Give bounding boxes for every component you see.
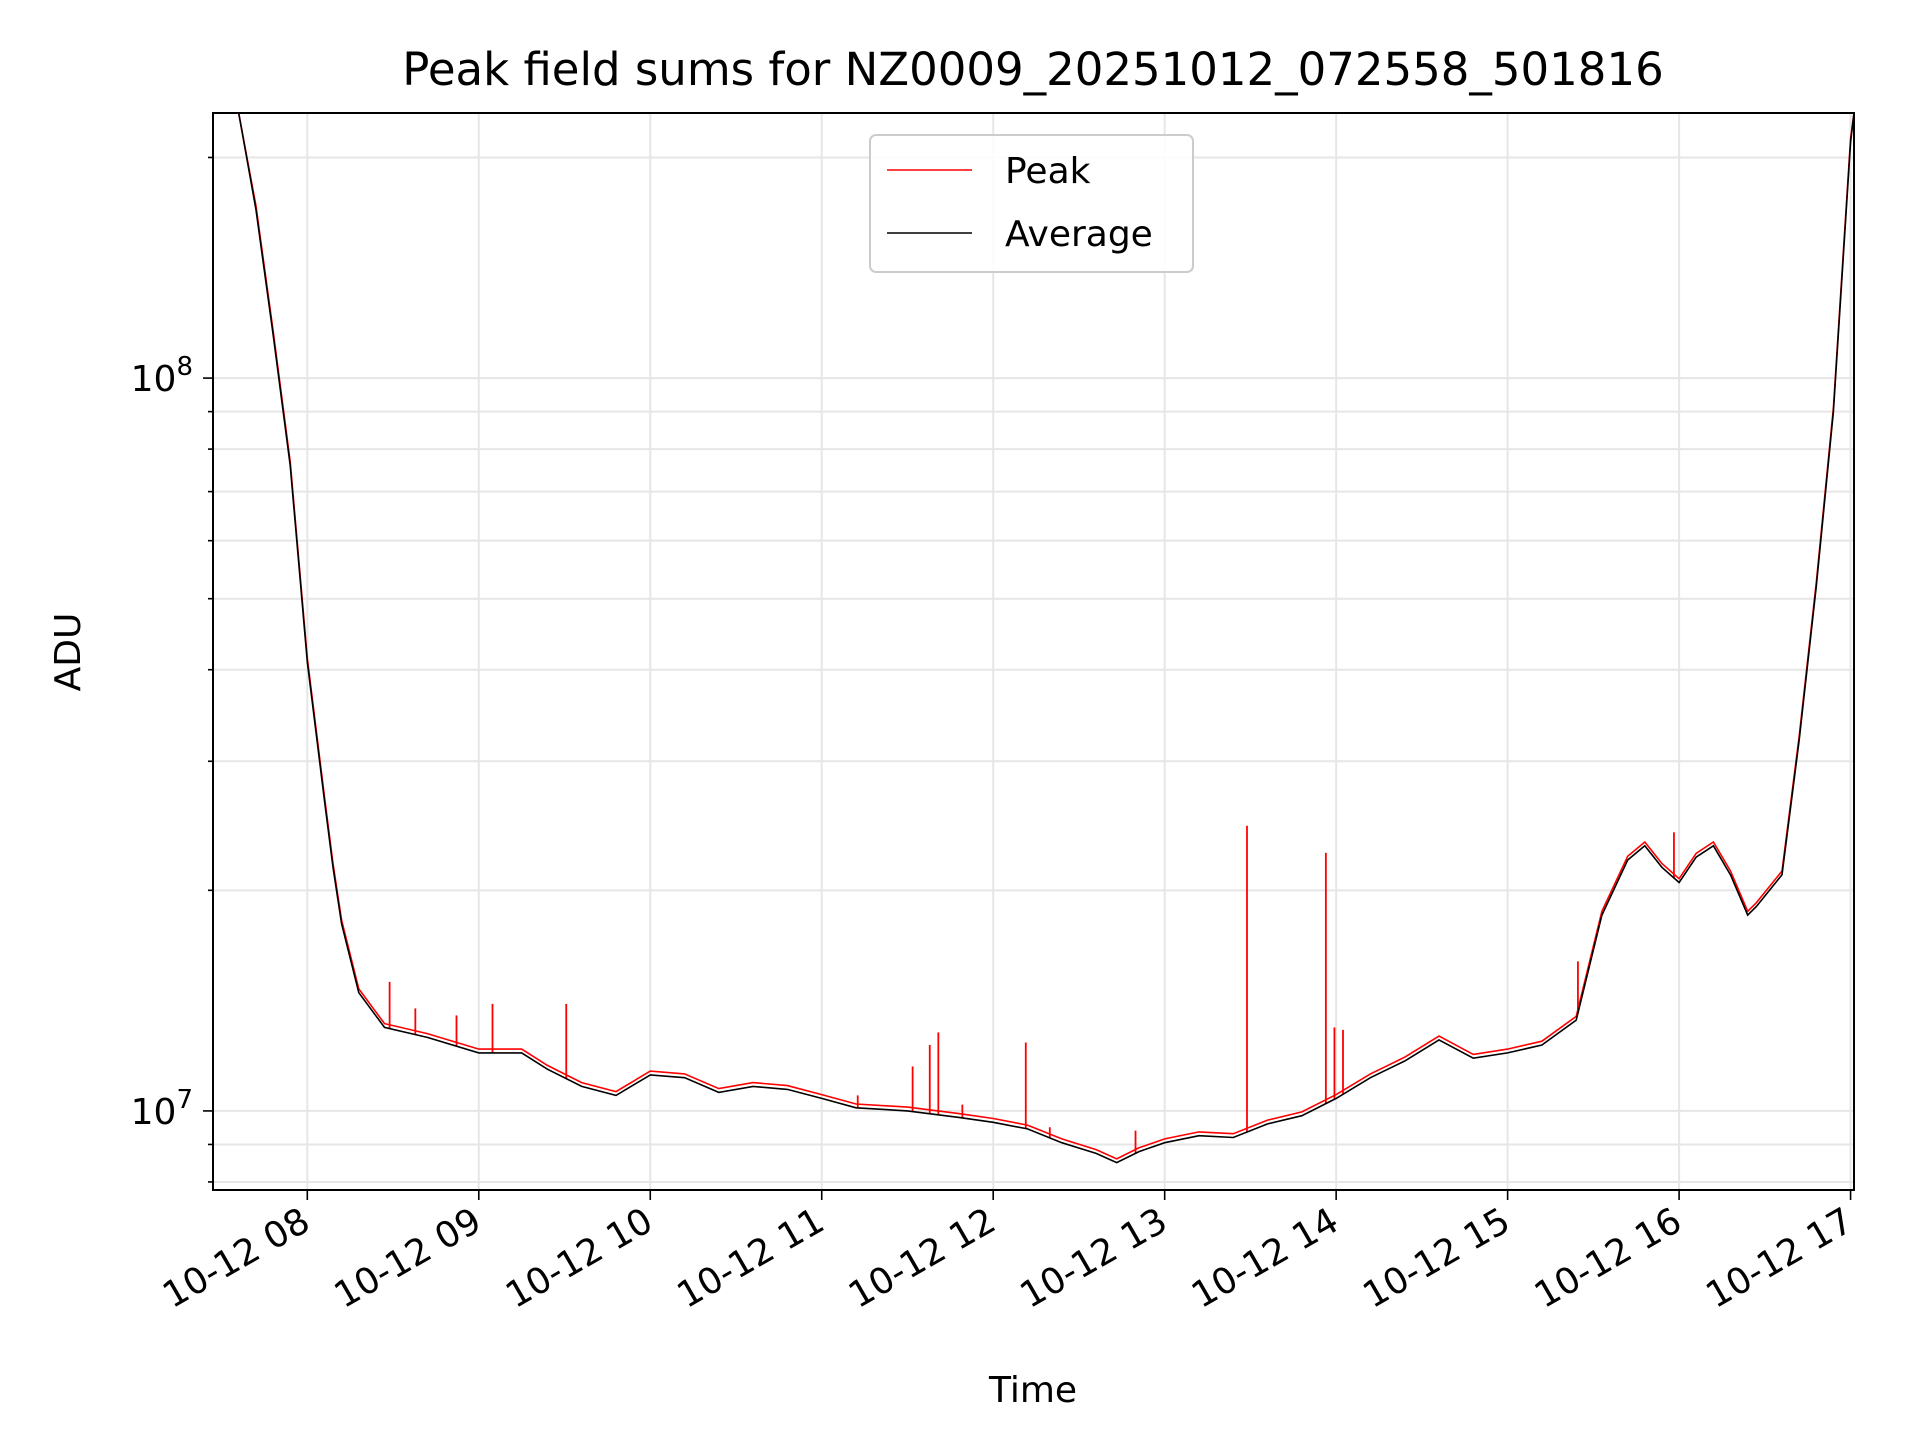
x-tick-label: 10-12 08 [156, 1200, 317, 1316]
x-tick-label: 10-12 13 [1014, 1200, 1175, 1316]
plot-area-frame [212, 112, 1855, 1191]
legend-average-label: Average [1005, 214, 1153, 255]
x-tick-label: 10-12 15 [1356, 1200, 1517, 1316]
legend: Peak Average [869, 134, 1194, 273]
x-tick-label: 10-12 14 [1185, 1200, 1346, 1316]
x-tick-label: 10-12 16 [1528, 1200, 1689, 1316]
y-tick-label: 108 [131, 352, 193, 400]
chart-title: Peak field sums for NZ0009_20251012_0725… [402, 43, 1663, 96]
average-series-line [213, 112, 1855, 1164]
x-axis-label: Time [988, 1370, 1077, 1411]
peak-series-line [213, 112, 1855, 1160]
x-tick-label: 10-12 09 [328, 1200, 489, 1316]
x-tick-label: 10-12 12 [842, 1200, 1003, 1316]
x-tick-label: 10-12 11 [671, 1200, 832, 1316]
series-layer [213, 112, 1855, 1164]
y-tick-label: 107 [131, 1085, 193, 1133]
legend-peak-label: Peak [1005, 151, 1091, 192]
y-axis-label: ADU [48, 613, 89, 692]
x-tick-label: 10-12 17 [1699, 1200, 1860, 1316]
x-tick-label: 10-12 10 [499, 1200, 660, 1316]
y-axis-ticks: 107 108 [131, 156, 213, 1183]
x-axis-ticks: 10-12 08 10-12 09 10-12 10 10-12 11 10-12 12… [156, 1190, 1860, 1317]
grid-lines [213, 113, 1854, 1190]
